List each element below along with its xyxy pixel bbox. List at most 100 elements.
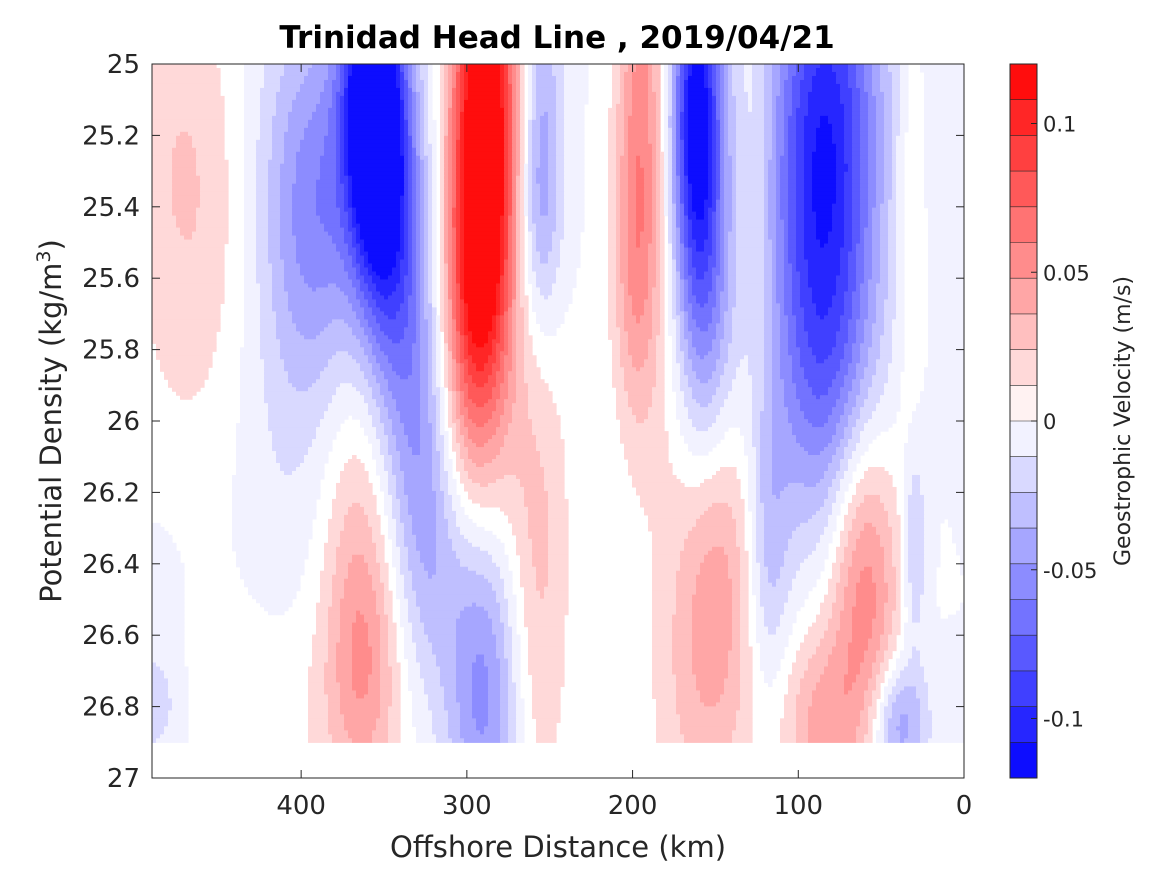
contour-cell xyxy=(608,287,617,293)
contour-cell xyxy=(316,207,341,213)
contour-cell xyxy=(804,219,817,225)
contour-cell xyxy=(244,211,257,217)
contour-cell xyxy=(620,211,629,217)
contour-cell xyxy=(400,263,409,269)
contour-cell xyxy=(728,283,737,289)
contour-cell xyxy=(456,143,461,149)
contour-cell xyxy=(256,275,273,281)
contour-cell xyxy=(440,315,445,320)
contour-cell xyxy=(828,307,845,312)
contour-cell xyxy=(284,139,301,145)
contour-cell xyxy=(352,263,361,269)
contour-cell xyxy=(564,211,585,217)
contour-cell xyxy=(684,135,689,141)
contour-cell xyxy=(408,267,413,273)
contour-cell xyxy=(456,123,461,129)
contour-cell xyxy=(788,259,797,265)
contour-cell xyxy=(896,143,905,149)
contour-cell xyxy=(412,203,417,209)
contour-cell xyxy=(520,127,525,133)
contour-cell xyxy=(328,131,337,137)
contour-cell xyxy=(440,255,445,261)
contour-cell xyxy=(508,143,513,149)
contour-cell xyxy=(456,267,461,273)
contour-cell xyxy=(776,151,785,157)
contour-cell xyxy=(268,187,281,193)
contour-cell xyxy=(448,111,453,117)
contour-cell xyxy=(732,191,737,197)
contour-cell xyxy=(404,123,409,129)
contour-cell xyxy=(672,303,677,308)
contour-cell xyxy=(300,263,345,269)
contour-cell xyxy=(628,131,649,137)
contour-cell xyxy=(780,187,789,193)
contour-cell xyxy=(684,103,689,109)
contour-cell xyxy=(456,255,461,261)
contour-cell xyxy=(460,75,465,81)
contour-cell xyxy=(356,251,361,257)
contour-cell xyxy=(412,199,417,205)
contour-cell xyxy=(404,191,409,197)
contour-cell xyxy=(500,295,505,301)
contour-cell xyxy=(424,111,429,117)
contour-cell xyxy=(668,115,673,121)
contour-cell xyxy=(792,283,801,289)
contour-cell xyxy=(844,211,853,217)
contour-cell xyxy=(724,207,733,213)
contour-cell xyxy=(860,211,869,217)
contour-cell xyxy=(244,219,257,225)
contour-cell xyxy=(896,259,905,265)
contour-cell xyxy=(396,287,405,293)
contour-cell xyxy=(448,291,453,297)
contour-cell xyxy=(352,211,357,217)
contour-cell xyxy=(328,71,337,77)
contour-cell xyxy=(344,155,349,161)
contour-cell xyxy=(364,279,373,285)
contour-cell xyxy=(628,227,637,233)
contour-cell xyxy=(836,163,849,169)
contour-cell xyxy=(876,163,885,169)
contour-cell xyxy=(872,219,881,225)
contour-cell xyxy=(784,99,793,105)
contour-cell xyxy=(196,215,229,221)
contour-cell xyxy=(256,187,269,193)
contour-cell xyxy=(516,247,521,253)
contour-cell xyxy=(616,175,621,181)
contour-cell xyxy=(520,163,525,169)
contour-cell xyxy=(748,107,753,113)
contour-cell xyxy=(516,135,521,141)
contour-cell xyxy=(284,159,297,165)
contour-cell xyxy=(452,103,457,109)
contour-cell xyxy=(416,155,421,161)
contour-cell xyxy=(628,263,649,269)
contour-cell xyxy=(692,207,705,213)
contour-cell xyxy=(860,231,865,237)
contour-cell xyxy=(872,259,881,265)
contour-cell xyxy=(688,159,709,165)
contour-cell xyxy=(556,279,577,285)
contour-cell xyxy=(816,139,833,145)
contour-cell xyxy=(428,167,433,173)
contour-cell xyxy=(512,87,517,93)
contour-cell xyxy=(536,64,553,69)
contour-cell xyxy=(780,87,785,93)
contour-cell xyxy=(516,263,521,269)
contour-cell xyxy=(876,119,885,125)
contour-cell xyxy=(440,267,445,273)
contour-cell xyxy=(416,71,421,77)
contour-cell xyxy=(804,183,813,189)
contour-cell xyxy=(440,195,445,201)
contour-cell xyxy=(836,187,845,193)
contour-cell xyxy=(688,71,693,77)
contour-cell xyxy=(440,279,445,285)
contour-cell xyxy=(536,247,553,253)
contour-cell xyxy=(532,263,561,269)
contour-cell xyxy=(448,183,453,189)
contour-cell xyxy=(336,151,341,157)
contour-cell xyxy=(404,251,409,257)
contour-cell xyxy=(540,191,549,197)
contour-cell xyxy=(268,255,281,261)
contour-cell xyxy=(404,227,409,233)
contour-cell xyxy=(608,135,617,141)
contour-cell xyxy=(692,307,713,312)
